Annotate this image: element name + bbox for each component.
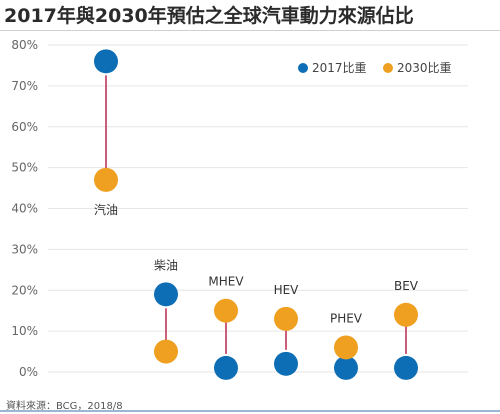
- point-2017: [394, 355, 418, 380]
- category-label: MHEV: [208, 275, 244, 289]
- data-points: [94, 49, 418, 380]
- bottom-divider: [0, 410, 500, 412]
- point-2017: [334, 355, 358, 380]
- change-arrows: [102, 75, 410, 358]
- y-tick-label: 30%: [11, 242, 38, 256]
- category-label: BEV: [394, 279, 419, 293]
- point-2030: [214, 298, 238, 323]
- point-2017: [94, 49, 118, 74]
- y-tick-label: 60%: [11, 120, 38, 134]
- point-2030: [154, 339, 178, 364]
- chart-title: 2017年與2030年預估之全球汽車動力來源佔比: [4, 5, 414, 27]
- y-tick-label: 20%: [11, 283, 38, 297]
- y-tick-label: 0%: [19, 365, 38, 379]
- point-2017: [214, 355, 238, 380]
- y-tick-label: 70%: [11, 79, 38, 93]
- category-label: 汽油: [94, 202, 118, 217]
- legend-label: 2017比重: [312, 61, 367, 75]
- gridlines: [48, 44, 468, 373]
- title-divider: [0, 30, 500, 31]
- category-label: PHEV: [330, 311, 363, 325]
- point-2030: [394, 302, 418, 327]
- category-label: HEV: [274, 283, 300, 297]
- y-tick-label: 10%: [11, 324, 38, 338]
- category-label: 柴油: [154, 258, 178, 272]
- point-2030: [94, 167, 118, 192]
- legend-swatch: [298, 63, 308, 73]
- y-tick-label: 50%: [11, 161, 38, 175]
- point-2017: [154, 282, 178, 307]
- source-note: 資料來源：BCG，2018/8: [6, 401, 123, 412]
- legend-swatch: [383, 63, 393, 73]
- point-2017: [274, 351, 298, 376]
- legend-label: 2030比重: [397, 61, 452, 75]
- legend: 2017比重 2030比重: [298, 61, 452, 75]
- y-tick-label: 40%: [11, 202, 38, 216]
- y-axis-ticks: 0% 10% 20% 30% 40% 50% 60% 70% 80%: [11, 38, 38, 379]
- point-2030: [334, 335, 358, 360]
- point-2030: [274, 306, 298, 331]
- y-tick-label: 80%: [11, 38, 38, 52]
